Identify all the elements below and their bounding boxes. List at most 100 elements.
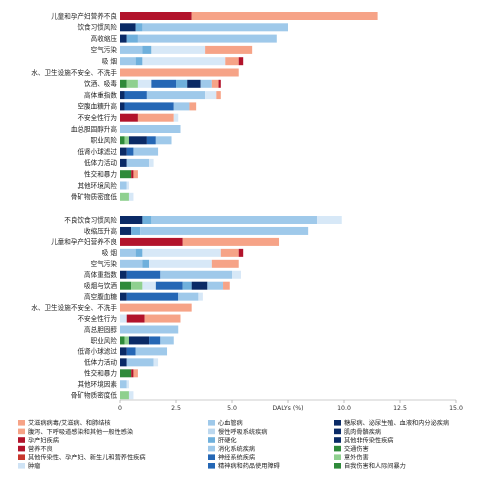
bar-segment bbox=[238, 57, 244, 66]
bar-segment bbox=[135, 248, 143, 257]
legend-label: 其他传染性、孕产妇、新生儿和营养性疾病 bbox=[28, 454, 146, 462]
bar-segment bbox=[120, 259, 143, 268]
bar-segment bbox=[126, 181, 129, 190]
category-label: 骨矿物质密度低 bbox=[71, 391, 118, 400]
legend-label: 消化系统疾病 bbox=[218, 445, 255, 453]
legend-label: 腹泻、下呼吸道感染和其他一般性感染 bbox=[28, 428, 133, 436]
bar-segment bbox=[126, 158, 150, 167]
category-label: 性交和暴力 bbox=[84, 170, 117, 179]
bar-segment bbox=[126, 79, 138, 88]
bar-segment bbox=[128, 136, 147, 145]
bar-segment bbox=[120, 68, 239, 77]
bar-segment bbox=[189, 102, 197, 111]
bar-segment bbox=[126, 380, 129, 389]
legend-swatch bbox=[334, 445, 341, 452]
category-label: 高空腹血糖 bbox=[84, 292, 117, 301]
bar-segment bbox=[182, 237, 280, 246]
bar-segment bbox=[131, 281, 143, 290]
bar-segment bbox=[120, 147, 127, 156]
bar-segment bbox=[160, 270, 232, 279]
bar-segment bbox=[142, 216, 152, 224]
bar-segment bbox=[151, 79, 176, 88]
bar-segment bbox=[126, 147, 134, 156]
bar-segment bbox=[218, 79, 221, 88]
bar-segment bbox=[120, 226, 132, 235]
bar-segment bbox=[155, 281, 183, 290]
bar-segment bbox=[126, 292, 179, 301]
bar-segment bbox=[131, 369, 134, 378]
legend-swatch bbox=[208, 428, 215, 435]
bar-segment bbox=[160, 336, 174, 345]
legend-label: 艾滋病病毒/艾滋病、和肺结核 bbox=[28, 419, 111, 427]
bar-segment bbox=[153, 358, 159, 367]
category-label: 职业风险 bbox=[91, 336, 118, 345]
category-label: 饮食习惯风险 bbox=[77, 23, 117, 32]
legend-swatch bbox=[334, 463, 341, 469]
x-tick-label: DALYs (%) bbox=[272, 405, 303, 412]
bar-segment bbox=[120, 237, 183, 246]
bar-segment bbox=[173, 102, 190, 111]
category-label: 不安全性行为 bbox=[77, 314, 117, 323]
bar-segment bbox=[120, 170, 132, 179]
category-label: 骨矿物质密度低 bbox=[71, 192, 118, 201]
bar-segment bbox=[211, 259, 239, 268]
legend-label: 肝硬化 bbox=[218, 436, 237, 444]
bar-segment bbox=[120, 12, 192, 20]
bar-segment bbox=[133, 147, 159, 156]
bar-segment bbox=[126, 314, 145, 323]
bar-segment bbox=[216, 91, 221, 100]
bar-segment bbox=[211, 79, 219, 88]
bar-segment bbox=[142, 281, 156, 290]
legend-swatch bbox=[334, 420, 341, 426]
bar-segment bbox=[120, 292, 127, 301]
bar-segment bbox=[120, 57, 136, 66]
category-label: 高体重指数 bbox=[84, 90, 117, 99]
bar-segment bbox=[191, 12, 378, 20]
category-label: 血总胆固醇升高 bbox=[71, 124, 118, 133]
legend-swatch bbox=[208, 437, 215, 443]
bar-segment bbox=[120, 34, 127, 43]
bar-segment bbox=[120, 336, 125, 345]
bar-segment bbox=[205, 91, 217, 100]
legend-label: 营养不良 bbox=[28, 445, 53, 453]
category-label: 不良饮食习惯风险 bbox=[64, 215, 117, 224]
bar-segment bbox=[191, 281, 208, 290]
bar-segment bbox=[120, 380, 127, 389]
bar-segment bbox=[120, 79, 127, 88]
bar-segment bbox=[225, 57, 239, 66]
bar-segment bbox=[131, 226, 141, 235]
bar-segment bbox=[120, 347, 127, 356]
category-label: 其他环境因素 bbox=[77, 380, 117, 389]
bar-segment bbox=[155, 136, 172, 145]
bar-segment bbox=[120, 325, 179, 334]
category-label: 收缩压升高 bbox=[84, 226, 117, 235]
bar-segment bbox=[142, 248, 221, 257]
bar-segment bbox=[238, 248, 244, 257]
bar-segment bbox=[223, 281, 230, 290]
category-label: 低肾小球滤过 bbox=[77, 147, 117, 156]
legend-label: 交通伤害 bbox=[344, 445, 369, 453]
bar-segment bbox=[142, 259, 150, 268]
category-label: 水、卫生设施不安全、不洗手 bbox=[31, 303, 117, 312]
bar-segment bbox=[120, 303, 192, 312]
bar-segment bbox=[120, 102, 125, 111]
category-label: 吸 烟 bbox=[102, 57, 118, 66]
bar-segment bbox=[140, 226, 309, 235]
category-label: 儿童和孕产妇营养不良 bbox=[51, 237, 117, 246]
bar-segment bbox=[142, 57, 226, 66]
bar-segment bbox=[120, 391, 129, 400]
bar-segment bbox=[120, 125, 181, 133]
legend-label: 慢性呼吸系统疾病 bbox=[218, 428, 268, 436]
legend-label: 其他非传染性疾病 bbox=[344, 436, 394, 444]
bar-segment bbox=[137, 113, 174, 122]
bar-segment bbox=[120, 181, 127, 190]
bar-segment bbox=[120, 248, 136, 257]
legend-label: 精神病和药品使用障碍 bbox=[218, 462, 280, 470]
legend-label: 肌肉骨骼疾病 bbox=[344, 428, 381, 436]
category-label: 低体力活动 bbox=[84, 158, 117, 167]
category-label: 高体重指数 bbox=[84, 270, 117, 279]
category-label: 低肾小球滤过 bbox=[77, 347, 117, 356]
category-label: 儿童和孕产妇营养不良 bbox=[51, 11, 117, 20]
bar-segment bbox=[137, 79, 152, 88]
bar-segment bbox=[173, 113, 179, 122]
